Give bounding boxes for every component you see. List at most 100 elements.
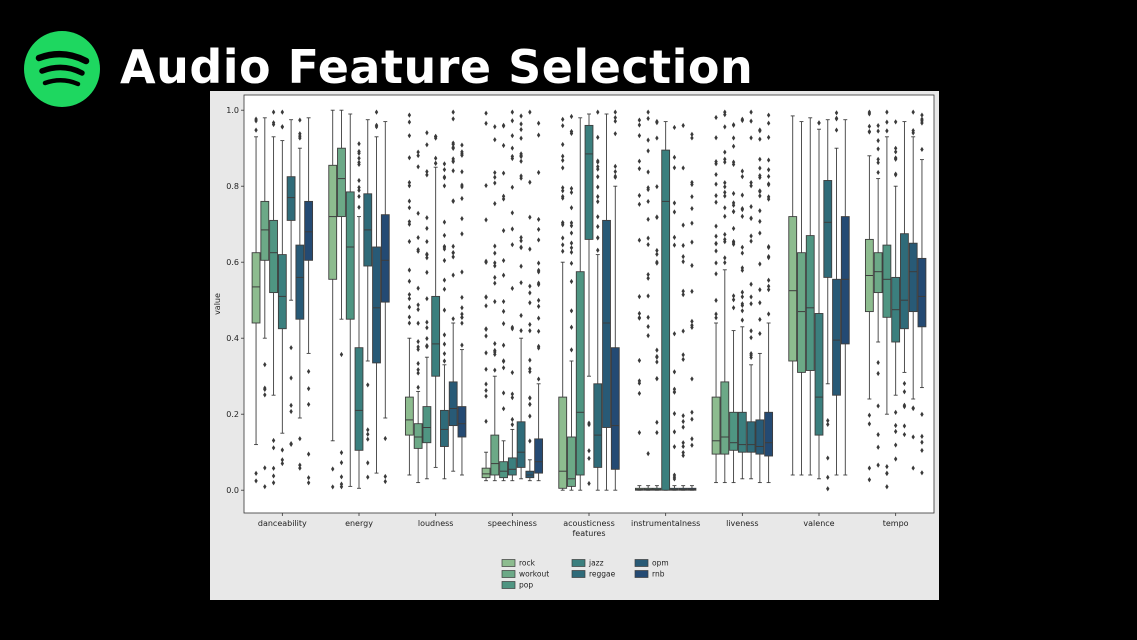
outlier-point — [655, 184, 659, 190]
outlier-point — [569, 128, 574, 135]
box-iqr — [900, 233, 909, 330]
box-iqr — [448, 381, 458, 427]
outlier-point — [740, 244, 745, 250]
outlier-point — [569, 347, 574, 353]
outlier-point — [451, 250, 455, 256]
outlier-point — [766, 181, 771, 187]
box-iqr — [832, 278, 841, 396]
outlier-point — [714, 223, 718, 229]
outlier-point — [723, 112, 727, 118]
outlier-point — [723, 156, 727, 162]
outlier-point — [893, 442, 898, 448]
outlier-point — [690, 288, 694, 294]
outlier-point — [893, 422, 898, 429]
outlier-point — [536, 120, 541, 126]
box-pop-tempo — [882, 109, 892, 490]
legend-item-rock: rock — [501, 559, 536, 568]
outlier-point — [867, 128, 872, 135]
outlier-point — [731, 159, 736, 165]
outlier-point — [271, 465, 276, 471]
outlier-point — [298, 465, 302, 471]
outlier-point — [536, 216, 541, 223]
box-rock-valence — [788, 115, 798, 476]
outlier-point — [655, 376, 659, 382]
outlier-point — [637, 122, 642, 128]
outlier-point — [254, 470, 258, 476]
box-workout-danceability — [260, 117, 270, 490]
outlier-point — [672, 331, 677, 337]
box-iqr — [345, 191, 355, 320]
outlier-point — [425, 130, 429, 136]
box-rnb-tempo — [917, 112, 927, 476]
outlier-point — [416, 367, 420, 373]
outlier-point — [637, 166, 642, 172]
box-rock-liveness — [711, 114, 721, 484]
legend-swatch — [501, 570, 516, 578]
outlier-point — [672, 476, 677, 482]
outlier-point — [519, 153, 523, 159]
outlier-point — [460, 195, 464, 202]
outlier-point — [867, 421, 872, 427]
outlier-point — [451, 140, 455, 146]
outlier-point — [298, 131, 302, 137]
outlier-point — [766, 112, 771, 118]
legend-label: rnb — [652, 570, 665, 579]
outlier-point — [690, 409, 694, 415]
outlier-point — [672, 165, 677, 171]
box-iqr — [755, 419, 765, 455]
x-tick-label: speechiness — [488, 519, 537, 528]
outlier-point — [366, 460, 370, 466]
box-iqr — [720, 381, 730, 455]
outlier-point — [263, 362, 267, 368]
outlier-point — [271, 445, 276, 451]
outlier-point — [876, 137, 880, 144]
outlier-point — [723, 149, 727, 155]
outlier-point — [740, 308, 745, 314]
outlier-point — [920, 120, 924, 126]
outlier-point — [460, 269, 464, 275]
outlier-point — [672, 242, 677, 248]
outlier-point — [902, 423, 907, 429]
outlier-point — [911, 465, 915, 471]
outlier-point — [911, 109, 915, 115]
y-tick-label: 1.0 — [226, 106, 239, 115]
legend-item-pop: pop — [501, 581, 533, 590]
outlier-point — [655, 429, 659, 436]
outlier-point — [271, 109, 276, 115]
outlier-point — [484, 366, 488, 372]
outlier-point — [536, 169, 541, 176]
outlier-point — [484, 333, 488, 339]
box-iqr — [431, 295, 441, 377]
x-tick-label: loudness — [418, 519, 454, 528]
outlier-point — [442, 246, 447, 252]
box-iqr — [295, 244, 305, 320]
outlier-point — [911, 128, 915, 134]
outlier-point — [613, 131, 617, 137]
box-reggae-danceability — [286, 119, 296, 447]
outlier-point — [357, 187, 361, 193]
outlier-point — [834, 116, 839, 122]
outlier-point — [758, 128, 762, 134]
outlier-point — [885, 484, 889, 490]
outlier-point — [460, 314, 464, 320]
chart-figure: 0.0 0.2 0.4 0.6 0.8 1.0 danceability energy loud… — [210, 91, 939, 600]
x-tick-label: energy — [345, 519, 373, 528]
outlier-point — [519, 113, 523, 119]
outlier-point — [758, 230, 762, 236]
outlier-point — [876, 128, 880, 134]
outlier-point — [766, 196, 771, 202]
outlier-point — [561, 165, 565, 171]
outlier-point — [451, 243, 455, 249]
x-axis-label: features — [572, 529, 605, 538]
outlier-point — [484, 120, 488, 126]
outlier-point — [749, 135, 753, 141]
outlier-point — [484, 418, 488, 424]
outlier-point — [271, 480, 276, 486]
outlier-point — [298, 462, 302, 468]
outlier-point — [893, 456, 898, 462]
outlier-point — [519, 312, 523, 319]
legend-item-rnb: rnb — [634, 570, 665, 579]
legend-label: reggae — [589, 570, 616, 579]
box-rock-energy — [328, 109, 338, 490]
outlier-point — [331, 466, 335, 472]
